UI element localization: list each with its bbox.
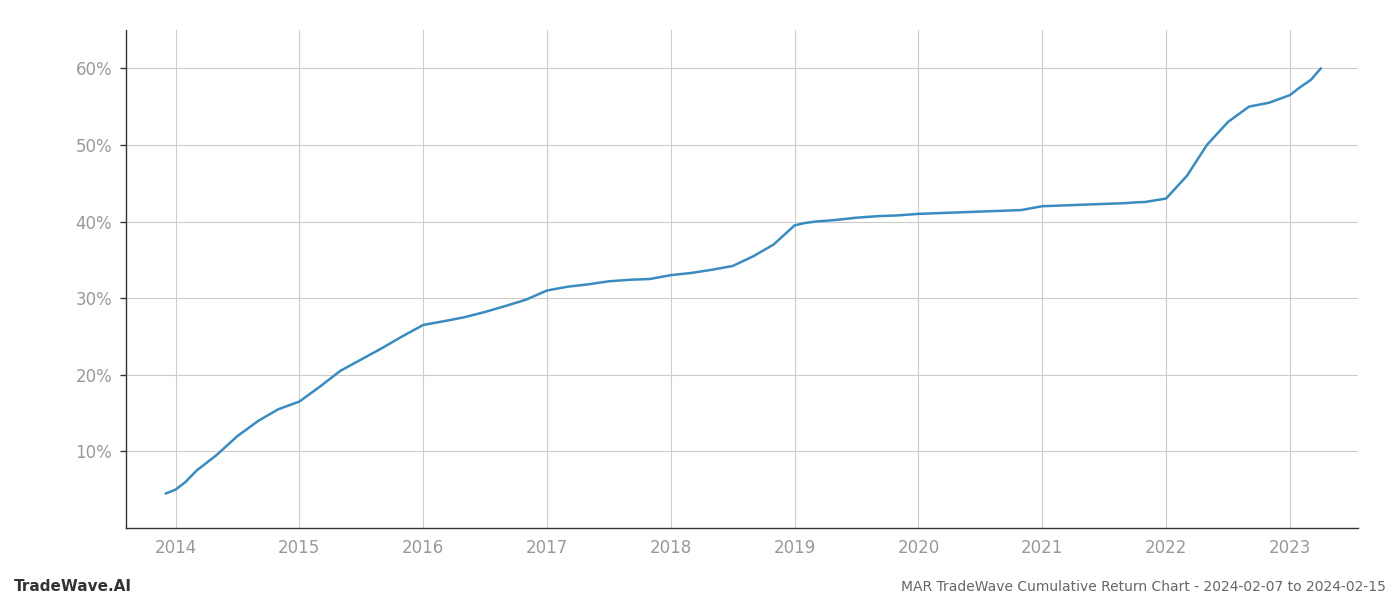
Text: TradeWave.AI: TradeWave.AI — [14, 579, 132, 594]
Text: MAR TradeWave Cumulative Return Chart - 2024-02-07 to 2024-02-15: MAR TradeWave Cumulative Return Chart - … — [902, 580, 1386, 594]
